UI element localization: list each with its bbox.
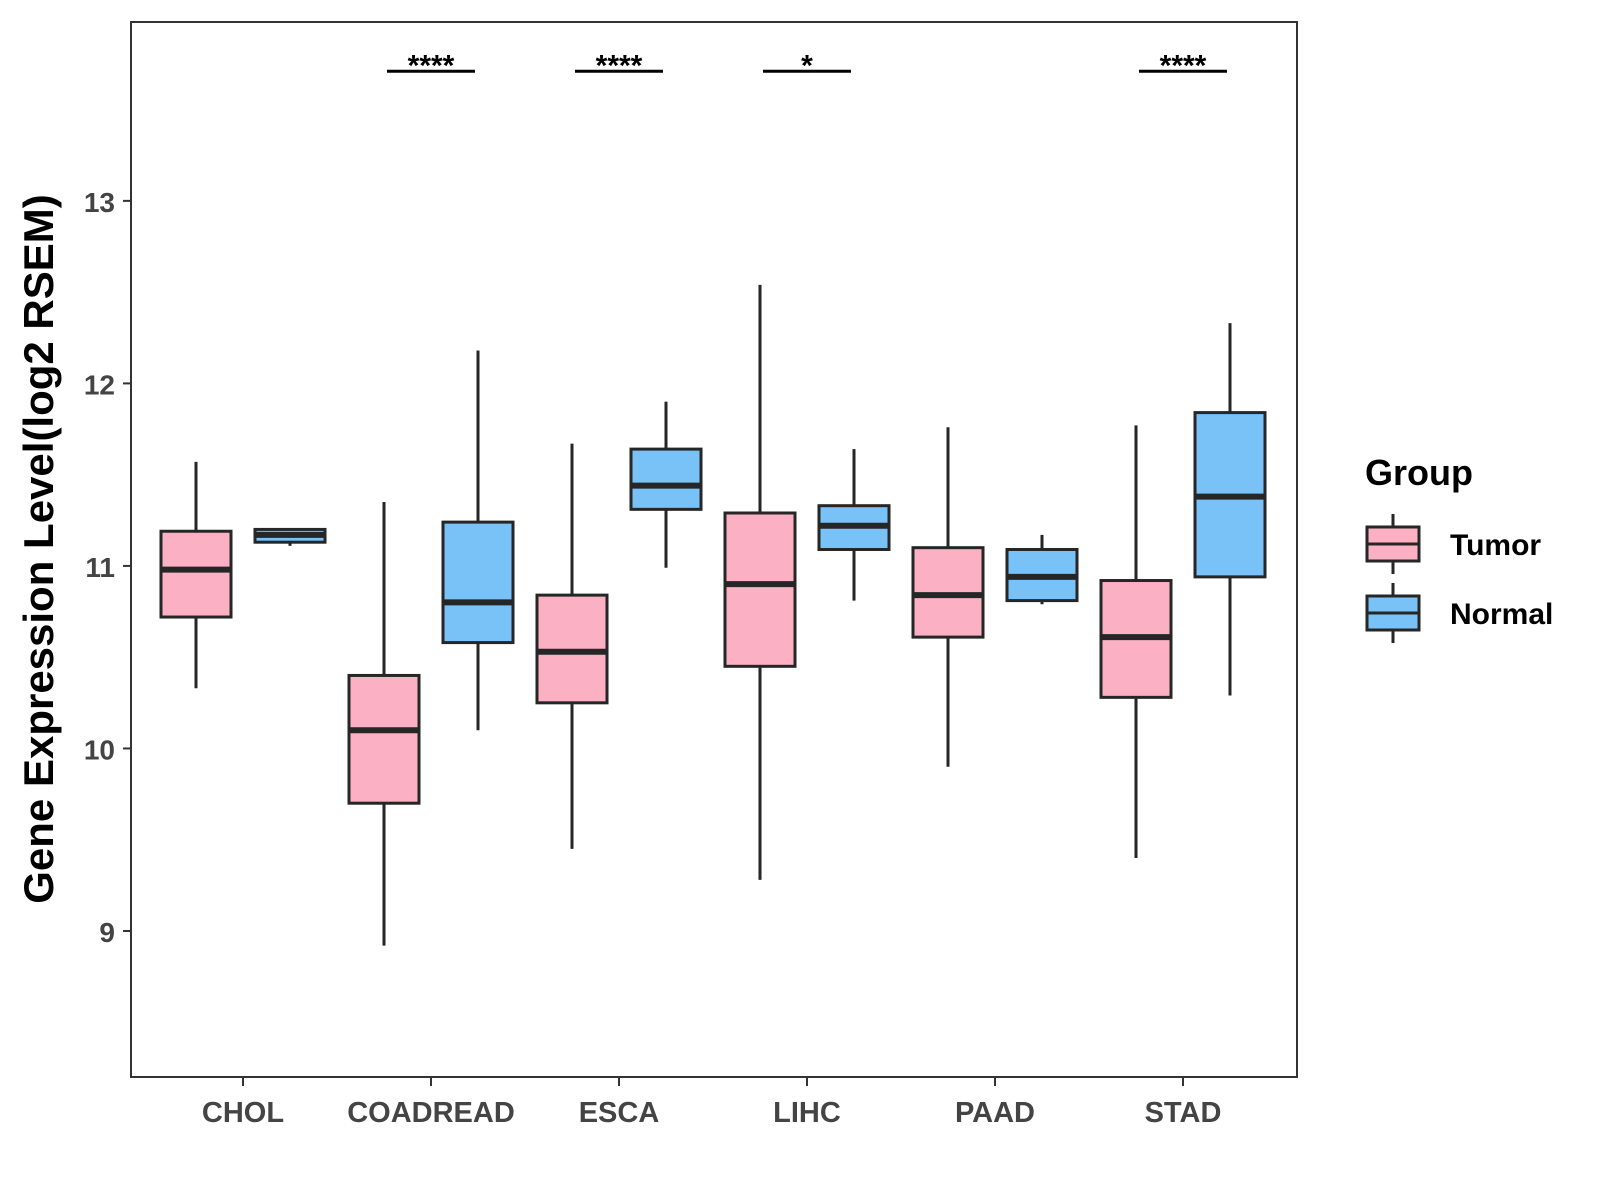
legend-title: Group [1365,452,1473,493]
box-tumor-coadread [347,502,421,946]
box-normal-paad [1005,534,1079,605]
box-tumor-lihc [723,284,797,880]
y-tick-label: 13 [84,187,115,218]
box-tumor-chol [159,461,233,689]
box-body [629,447,703,511]
legend-label: Tumor [1450,529,1541,562]
plot-panel [130,21,1298,1078]
x-tick-label: LIHC [773,1097,841,1129]
x-tick-label: COADREAD [347,1097,515,1129]
x-tick-label: PAAD [955,1097,1035,1129]
x-tick-label: STAD [1145,1097,1222,1129]
legend-label: Normal [1450,598,1553,631]
y-axis: 9 10 11 12 13 [84,187,131,948]
box-body [347,673,421,805]
box-series [159,284,1267,946]
box-tumor-stad [1099,425,1173,858]
legend: Group Tumor Normal [1365,452,1553,643]
significance-label: * [801,49,813,82]
significance-label: **** [1160,49,1207,82]
box-body [159,529,233,619]
y-tick-label: 9 [99,917,115,948]
x-tick-label: ESCA [579,1097,660,1129]
y-tick-label: 12 [84,369,115,400]
legend-key-normal [1365,583,1421,643]
box-normal-stad [1193,323,1267,696]
significance-label: **** [596,49,643,82]
x-axis: CHOL COADREAD ESCA LIHC PAAD STAD [202,1077,1221,1129]
y-axis-label: Gene Expression Level(log2 RSEM) [15,194,62,904]
box-normal-coadread [441,350,515,731]
box-normal-lihc [817,449,891,601]
box-tumor-esca [535,443,609,849]
x-tick-label: CHOL [202,1097,284,1129]
box-normal-chol [253,527,327,546]
y-tick-label: 10 [84,734,115,765]
box-tumor-paad [911,427,985,767]
significance-label: **** [408,49,455,82]
box-body [723,511,797,668]
legend-key-tumor [1365,514,1421,574]
significance-annotations: **** **** * **** [387,49,1227,82]
box-body [441,520,515,645]
box-normal-esca [629,401,703,568]
y-tick-label: 11 [85,552,115,583]
